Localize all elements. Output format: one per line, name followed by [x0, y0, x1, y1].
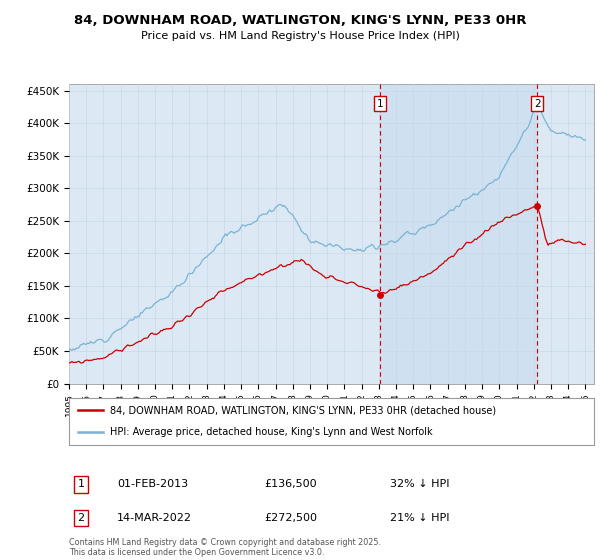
Text: £136,500: £136,500: [264, 479, 317, 489]
Text: Price paid vs. HM Land Registry's House Price Index (HPI): Price paid vs. HM Land Registry's House …: [140, 31, 460, 41]
Text: £272,500: £272,500: [264, 513, 317, 523]
Text: 14-MAR-2022: 14-MAR-2022: [117, 513, 192, 523]
Text: 21% ↓ HPI: 21% ↓ HPI: [390, 513, 449, 523]
Text: 1: 1: [77, 479, 85, 489]
Text: Contains HM Land Registry data © Crown copyright and database right 2025.
This d: Contains HM Land Registry data © Crown c…: [69, 538, 381, 557]
Text: 84, DOWNHAM ROAD, WATLINGTON, KING'S LYNN, PE33 0HR: 84, DOWNHAM ROAD, WATLINGTON, KING'S LYN…: [74, 14, 526, 27]
Text: 2: 2: [77, 513, 85, 523]
Text: 1: 1: [377, 99, 383, 109]
Text: 32% ↓ HPI: 32% ↓ HPI: [390, 479, 449, 489]
Text: 01-FEB-2013: 01-FEB-2013: [117, 479, 188, 489]
Text: HPI: Average price, detached house, King's Lynn and West Norfolk: HPI: Average price, detached house, King…: [110, 427, 433, 437]
Text: 2: 2: [534, 99, 541, 109]
Bar: [380, 84, 537, 384]
Text: 84, DOWNHAM ROAD, WATLINGTON, KING'S LYNN, PE33 0HR (detached house): 84, DOWNHAM ROAD, WATLINGTON, KING'S LYN…: [110, 405, 496, 416]
